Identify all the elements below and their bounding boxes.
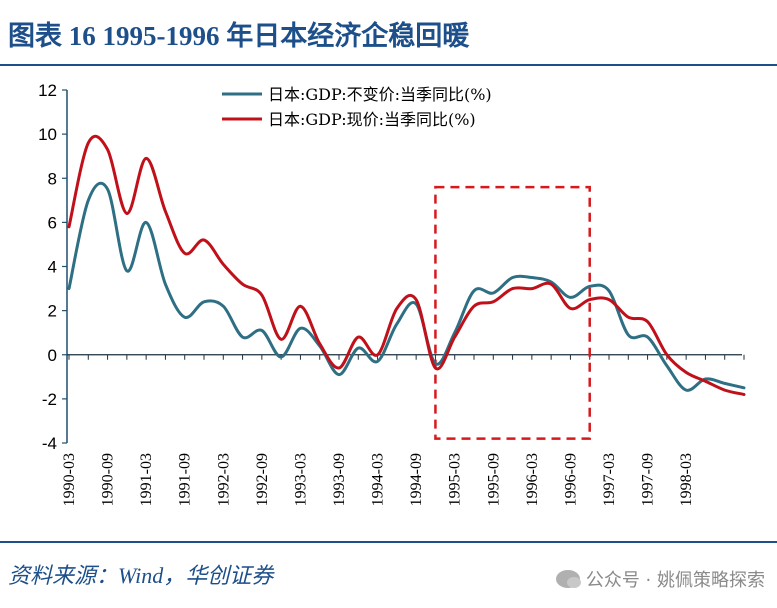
x-tick-label: 1991-03 bbox=[138, 453, 155, 506]
y-tick-label: 2 bbox=[48, 302, 57, 321]
x-tick-label: 1995-03 bbox=[447, 453, 464, 506]
x-tick-label: 1996-03 bbox=[524, 453, 541, 506]
highlight-box bbox=[434, 185, 591, 440]
source-note: 资料来源：Wind，华创证券 bbox=[8, 563, 274, 588]
y-tick-label: 12 bbox=[38, 81, 57, 100]
y-tick-label: 8 bbox=[48, 169, 57, 188]
x-tick-label: 1991-09 bbox=[177, 453, 194, 506]
x-tick-label: 1993-09 bbox=[331, 453, 348, 506]
footer-divider bbox=[0, 541, 777, 543]
line-chart: -4 -2 0 2 4 6 8 10 12 1990-03 1990-09 1991-03 1991-0… bbox=[38, 81, 746, 506]
watermark-text: 公众号 · 姚佩策略探索 bbox=[585, 570, 765, 591]
watermark: 公众号 · 姚佩策略探索 bbox=[555, 566, 765, 592]
x-tick-label: 1993-03 bbox=[292, 453, 309, 506]
legend-label-1: 日本:GDP:不变价:当季同比(%) bbox=[268, 85, 492, 104]
x-tick-label: 1996-09 bbox=[562, 453, 579, 506]
y-tick-label: -4 bbox=[42, 434, 57, 453]
x-tick-label: 1997-09 bbox=[640, 453, 657, 506]
x-tick-label: 1997-03 bbox=[601, 453, 618, 506]
chart-axes: -4 -2 0 2 4 6 8 10 12 1990-03 1990-09 1991-03 1991-0… bbox=[38, 81, 745, 506]
x-tick-label: 1995-09 bbox=[485, 453, 502, 506]
legend-label-2: 日本:GDP:现价:当季同比(%) bbox=[268, 110, 476, 129]
y-tick-label: 10 bbox=[38, 125, 57, 144]
legend: 日本:GDP:不变价:当季同比(%) 日本:GDP:现价:当季同比(%) bbox=[222, 85, 492, 129]
series-layer bbox=[67, 134, 746, 396]
x-tick-label: 1990-03 bbox=[61, 453, 78, 506]
title-divider bbox=[0, 64, 777, 66]
x-tick-label: 1992-03 bbox=[215, 453, 232, 506]
chart-title: 图表 16 1995-1996 年日本经济企稳回暖 bbox=[8, 21, 470, 51]
series-line-2 bbox=[67, 134, 746, 396]
x-tick-label: 1998-03 bbox=[678, 453, 695, 506]
series-line-1 bbox=[67, 181, 746, 392]
x-tick-label: 1990-09 bbox=[100, 453, 117, 506]
x-tick-label: 1994-09 bbox=[408, 453, 425, 506]
y-tick-label: 4 bbox=[48, 258, 57, 277]
highlight-rect bbox=[434, 185, 591, 440]
wechat-icon bbox=[555, 570, 581, 588]
y-tick-label: 6 bbox=[48, 213, 57, 232]
y-tick-label: -2 bbox=[42, 390, 57, 409]
x-tick-label: 1994-03 bbox=[370, 453, 387, 506]
y-tick-label: 0 bbox=[48, 346, 57, 365]
x-tick-label: 1992-09 bbox=[254, 453, 271, 506]
